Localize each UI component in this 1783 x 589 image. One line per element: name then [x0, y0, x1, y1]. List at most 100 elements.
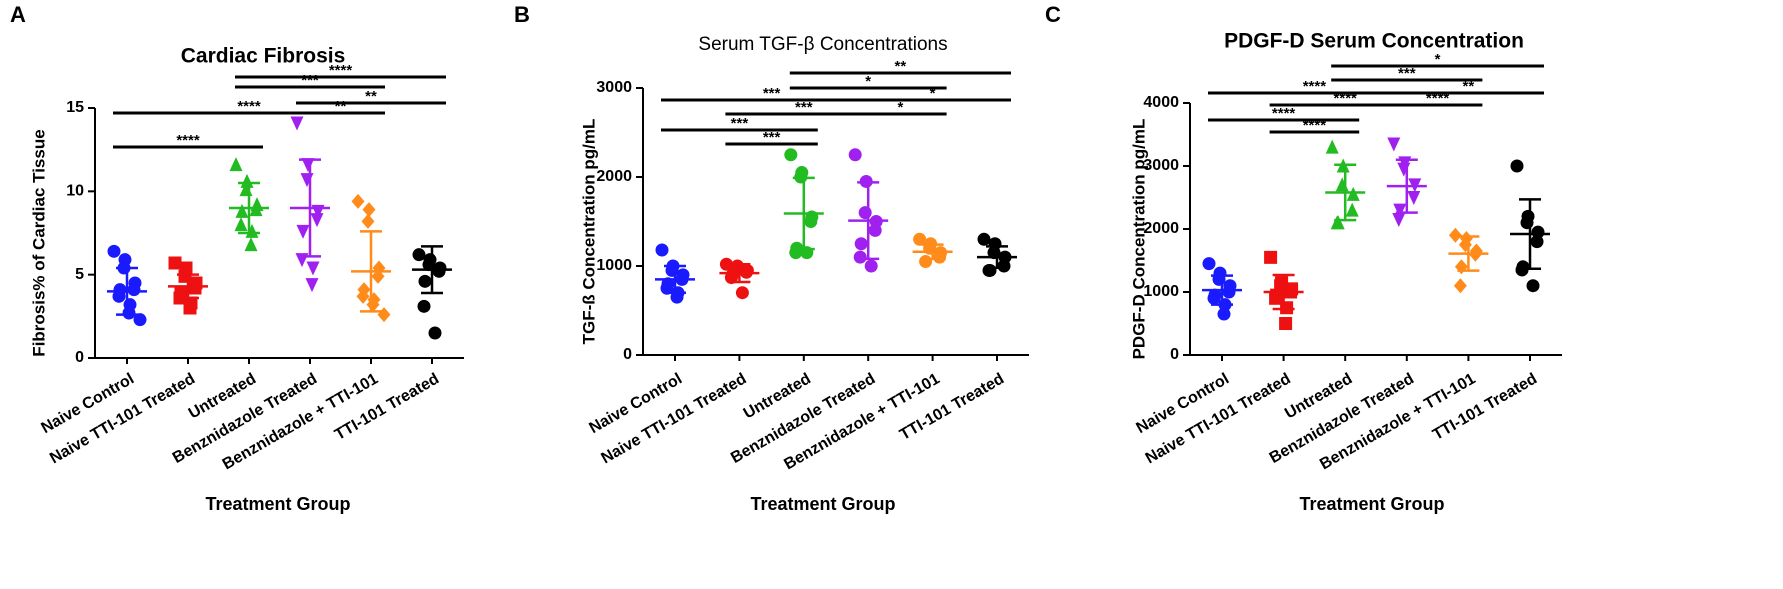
significance-label: ****	[1426, 90, 1450, 107]
data-point	[235, 203, 249, 218]
data-point	[655, 243, 669, 257]
data-point	[1279, 317, 1293, 330]
data-point	[112, 289, 126, 303]
data-point	[735, 286, 749, 300]
data-point	[1264, 250, 1278, 264]
data-point	[1515, 263, 1529, 277]
data-point	[933, 250, 947, 264]
x-axis-label: Treatment Group	[205, 494, 350, 514]
data-point	[1392, 213, 1406, 228]
data-point	[127, 283, 141, 297]
data-point	[1397, 162, 1411, 177]
significance-label: ****	[329, 62, 353, 79]
significance-label: ***	[795, 99, 813, 116]
data-point	[1269, 291, 1283, 305]
data-point	[229, 157, 243, 172]
data-point	[1335, 177, 1349, 192]
data-point	[1448, 227, 1462, 243]
data-point	[1510, 159, 1524, 173]
data-point	[361, 213, 375, 229]
data-point	[804, 215, 818, 228]
data-point	[848, 148, 862, 162]
data-point	[296, 224, 310, 239]
data-point	[1531, 225, 1545, 239]
y-tick-label: 4000	[1143, 94, 1179, 111]
data-point	[234, 217, 248, 232]
data-point	[432, 264, 446, 278]
significance-label: *	[897, 99, 903, 116]
data-point	[1217, 307, 1231, 321]
y-tick-label: 3000	[1143, 157, 1179, 174]
y-axis-label: PDGF-D Concentration pg/mL	[1129, 119, 1148, 360]
panel-label: B	[514, 2, 530, 27]
data-point	[183, 301, 197, 315]
data-point	[1407, 191, 1421, 205]
data-point	[290, 116, 304, 131]
data-point	[1453, 278, 1467, 294]
data-point	[417, 299, 431, 313]
data-point	[1280, 301, 1294, 315]
data-point	[188, 281, 202, 295]
chart-title: PDGF-D Serum Concentration	[1224, 30, 1524, 53]
significance-label: ****	[176, 132, 200, 149]
data-point	[428, 326, 442, 340]
y-tick-label: 3000	[596, 79, 632, 96]
chart-title: Cardiac Fibrosis	[181, 45, 346, 68]
significance-label: ****	[237, 98, 261, 115]
data-point	[719, 257, 733, 271]
significance-label: ****	[1303, 117, 1327, 134]
data-point	[1222, 285, 1236, 299]
significance-label: ****	[1303, 78, 1327, 95]
data-point	[1345, 202, 1359, 217]
y-tick-label: 15	[66, 99, 84, 116]
x-tick-label: TTI-101 Treated	[332, 370, 442, 443]
panel-label: A	[10, 2, 26, 27]
y-tick-label: 1000	[596, 257, 632, 274]
y-axis-label: Fibrosis% of Cardiac Tissue	[29, 129, 48, 356]
data-point	[244, 237, 258, 252]
significance-label: **	[335, 98, 347, 115]
data-point	[412, 248, 426, 262]
data-point	[351, 193, 365, 209]
significance-label: **	[365, 88, 377, 105]
data-point	[864, 259, 878, 273]
data-point	[300, 173, 314, 188]
data-point	[982, 263, 996, 277]
y-tick-label: 0	[75, 349, 84, 366]
data-point	[977, 232, 991, 246]
data-point	[133, 313, 147, 327]
significance-label: **	[895, 58, 907, 75]
significance-label: *	[930, 85, 936, 102]
x-axis-label: Treatment Group	[1299, 494, 1444, 514]
significance-label: ***	[731, 115, 749, 132]
significance-label: **	[1463, 78, 1475, 95]
chart-title: Serum TGF-β Concentrations	[698, 34, 947, 55]
data-point	[1520, 216, 1534, 230]
data-point	[107, 244, 121, 258]
y-tick-label: 1000	[1143, 283, 1179, 300]
y-tick-label: 10	[66, 183, 84, 200]
x-axis-label: Treatment Group	[750, 494, 895, 514]
y-tick-label: 0	[623, 346, 632, 363]
data-point	[356, 288, 370, 304]
data-point	[245, 223, 259, 238]
data-point	[1526, 279, 1540, 293]
data-point	[1454, 259, 1468, 275]
data-point	[1346, 186, 1360, 201]
y-axis-label: TGF-ß Concentration pg/mL	[579, 119, 598, 345]
data-point	[418, 274, 432, 288]
data-point	[1330, 215, 1344, 230]
data-point	[919, 255, 933, 269]
data-point	[853, 250, 867, 264]
significance-label: *	[1435, 51, 1441, 68]
panel-label: C	[1045, 2, 1061, 27]
data-point	[997, 259, 1011, 273]
data-point	[868, 223, 882, 237]
data-point	[122, 306, 136, 320]
data-point	[858, 206, 872, 220]
significance-label: ***	[763, 85, 781, 102]
significance-label: ****	[1334, 90, 1358, 107]
data-point	[1202, 257, 1216, 271]
data-point	[306, 261, 320, 276]
